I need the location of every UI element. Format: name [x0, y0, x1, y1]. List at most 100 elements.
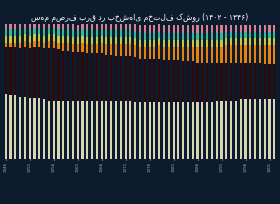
Bar	[201, 26, 204, 34]
Bar	[33, 42, 36, 47]
Bar	[163, 26, 165, 34]
Bar	[43, 37, 45, 43]
Bar	[148, 41, 151, 47]
Bar	[134, 58, 136, 103]
Bar	[105, 55, 108, 101]
Bar	[48, 42, 50, 49]
Bar	[206, 63, 208, 103]
Bar	[72, 24, 74, 31]
Bar	[182, 34, 184, 41]
Bar	[187, 103, 189, 159]
Bar	[33, 29, 36, 35]
Bar	[67, 101, 69, 159]
Bar	[101, 30, 103, 37]
Bar	[153, 26, 155, 34]
Bar	[38, 42, 40, 47]
Bar	[158, 39, 160, 46]
Bar	[125, 38, 127, 45]
Bar	[172, 26, 175, 34]
Bar	[192, 26, 194, 34]
Bar	[273, 46, 276, 65]
Bar	[24, 24, 26, 29]
Bar	[4, 47, 7, 94]
Bar	[53, 49, 55, 101]
Bar	[259, 100, 261, 159]
Bar	[273, 39, 276, 46]
Bar	[182, 47, 184, 62]
Bar	[43, 100, 45, 159]
Bar	[33, 24, 36, 29]
Bar	[249, 26, 251, 33]
Bar	[158, 103, 160, 159]
Bar	[115, 57, 117, 101]
Bar	[24, 35, 26, 42]
Bar	[101, 37, 103, 43]
Bar	[96, 54, 98, 101]
Bar	[134, 46, 136, 58]
Bar	[201, 47, 204, 63]
Bar	[211, 41, 213, 47]
Bar	[105, 24, 108, 31]
Bar	[240, 100, 242, 159]
Bar	[216, 63, 218, 101]
Bar	[264, 100, 266, 159]
Bar	[192, 103, 194, 159]
Bar	[53, 29, 55, 35]
Bar	[269, 100, 270, 159]
Bar	[187, 47, 189, 62]
Bar	[57, 30, 60, 37]
Bar	[43, 24, 45, 30]
Bar	[10, 30, 11, 37]
Bar	[211, 63, 213, 103]
Bar	[67, 24, 69, 30]
Bar	[115, 101, 117, 159]
Bar	[38, 35, 40, 42]
Bar	[254, 100, 256, 159]
Bar	[48, 101, 50, 159]
Bar	[19, 97, 21, 159]
Bar	[220, 41, 223, 47]
Bar	[244, 39, 247, 46]
Bar	[134, 103, 136, 159]
Bar	[220, 101, 223, 159]
Bar	[220, 47, 223, 63]
Bar	[91, 101, 93, 159]
Bar	[244, 63, 247, 100]
Bar	[81, 37, 83, 43]
Bar	[43, 43, 45, 49]
Bar	[4, 37, 7, 43]
Bar	[29, 43, 31, 49]
Bar	[254, 39, 256, 46]
Bar	[115, 38, 117, 45]
Bar	[105, 45, 108, 55]
Bar	[254, 33, 256, 39]
Bar	[192, 34, 194, 41]
Bar	[57, 101, 60, 159]
Bar	[110, 38, 112, 45]
Bar	[192, 41, 194, 47]
Bar	[177, 41, 179, 47]
Bar	[182, 62, 184, 103]
Bar	[216, 26, 218, 34]
Bar	[10, 96, 11, 159]
Bar	[182, 26, 184, 34]
Bar	[125, 31, 127, 38]
Bar	[264, 65, 266, 100]
Bar	[197, 41, 199, 47]
Bar	[86, 54, 88, 101]
Bar	[168, 103, 170, 159]
Bar	[38, 99, 40, 159]
Bar	[19, 30, 21, 37]
Bar	[269, 33, 270, 39]
Bar	[96, 31, 98, 38]
Bar	[125, 45, 127, 57]
Bar	[244, 46, 247, 63]
Bar	[259, 33, 261, 39]
Bar	[110, 24, 112, 31]
Bar	[197, 63, 199, 103]
Bar	[254, 46, 256, 63]
Bar	[96, 101, 98, 159]
Bar	[72, 53, 74, 101]
Bar	[72, 31, 74, 38]
Bar	[110, 55, 112, 101]
